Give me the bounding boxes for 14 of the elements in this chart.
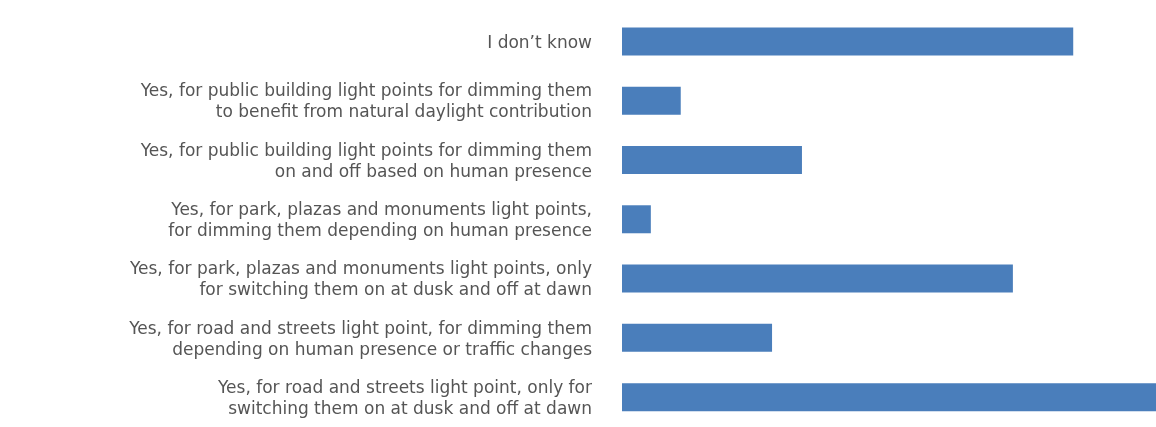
bar: [622, 323, 773, 352]
bar: [622, 383, 1156, 412]
bar: [622, 27, 1074, 56]
bar: [622, 145, 802, 174]
y-tick-label: Yes, for public building light points for dimming them to benefit from natural daylight contribution: [139, 80, 592, 122]
y-tick-label: I don’t know: [487, 31, 593, 52]
y-tick-label: Yes, for park, plazas and monuments light points, only for switching them on at dusk and off at dawn: [128, 258, 592, 300]
y-tick-label: Yes, for park, plazas and monuments light points, for dimming them depending on human presence: [168, 199, 592, 240]
y-tick-label: Yes, for road and streets light point, only for switching them on at dusk and off at dawn: [216, 376, 592, 418]
y-tick-label: Yes, for public building light points for dimming them on and off based on human presence: [139, 139, 592, 181]
bar: [622, 205, 651, 234]
bar: [622, 86, 681, 115]
y-tick-label: Yes, for road and streets light point, for dimming them depending on human presence or traffic changes: [128, 317, 593, 359]
bar: [622, 264, 1013, 293]
